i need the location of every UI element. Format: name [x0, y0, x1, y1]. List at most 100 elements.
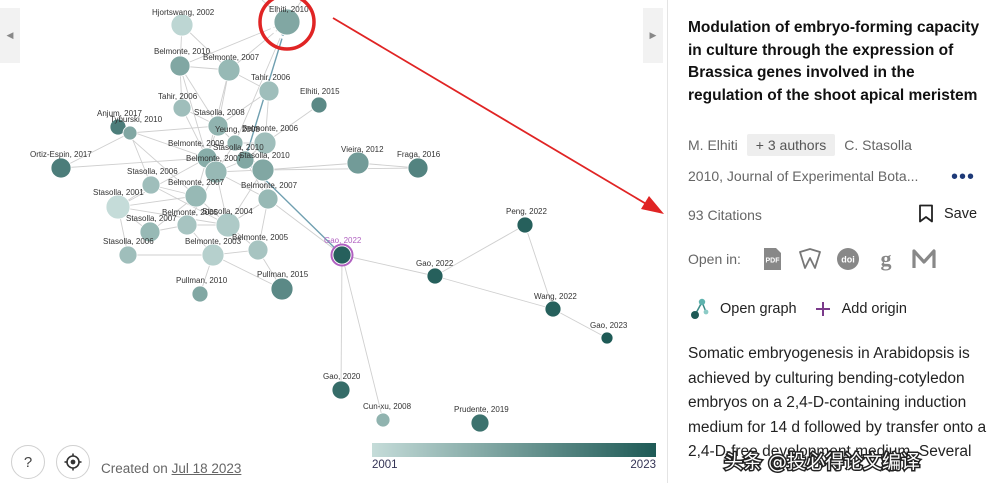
- graph-node-circle[interactable]: [50, 157, 72, 179]
- graph-edge: [524, 224, 554, 310]
- graph-node[interactable]: Stasolla, 2008: [194, 108, 245, 137]
- more-dots-icon[interactable]: •••: [951, 166, 976, 188]
- graph-node[interactable]: Tahir, 2006: [158, 92, 198, 118]
- graph-node-label: Stasolla, 2006: [103, 237, 154, 246]
- graph-node-circle[interactable]: [184, 184, 208, 208]
- graph-node[interactable]: Stasolla, 2010: [239, 151, 290, 182]
- graph-node-circle[interactable]: [235, 150, 255, 170]
- graph-node-circle[interactable]: [375, 412, 391, 428]
- graph-node[interactable]: Stasolla, 2006: [127, 167, 178, 195]
- graph-node-circle[interactable]: [273, 8, 301, 36]
- graph-node-circle[interactable]: [516, 216, 534, 234]
- graph-node[interactable]: Belmonte, 2003: [185, 237, 242, 267]
- graph-node-circle[interactable]: [247, 239, 269, 261]
- graph-node-circle[interactable]: [346, 151, 370, 175]
- graph-node-circle[interactable]: [191, 285, 209, 303]
- graph-node-circle[interactable]: [470, 413, 490, 433]
- graph-node[interactable]: Prudente, 2019: [454, 405, 509, 433]
- graph-node[interactable]: Stasolla, 2004: [202, 207, 253, 238]
- graph-node-circle[interactable]: [176, 214, 198, 236]
- google-scholar-icon[interactable]: g: [867, 246, 905, 272]
- graph-node-circle[interactable]: [253, 131, 277, 155]
- recenter-button[interactable]: [56, 445, 90, 479]
- graph-node-circle[interactable]: [310, 96, 328, 114]
- add-origin-button[interactable]: Add origin: [815, 301, 907, 317]
- graph-node[interactable]: Belmonte, 2006: [242, 124, 299, 155]
- graph-node[interactable]: Yeung, 2008: [215, 125, 260, 152]
- graph-node-circle[interactable]: [172, 98, 192, 118]
- graph-node[interactable]: Belmonte, 2005: [162, 208, 219, 236]
- add-origin-label: Add origin: [841, 301, 907, 317]
- graph-node-circle[interactable]: [118, 245, 138, 265]
- graph-node[interactable]: Cun-xu, 2008: [363, 402, 412, 428]
- graph-node[interactable]: Pullman, 2015: [257, 270, 309, 301]
- graph-node-circle[interactable]: [331, 380, 351, 400]
- graph-node-circle[interactable]: [141, 175, 161, 195]
- graph-node-circle[interactable]: [139, 221, 161, 243]
- graph-node-circle[interactable]: [169, 55, 191, 77]
- graph-node-circle[interactable]: [170, 13, 194, 37]
- graph-node-circle[interactable]: [105, 194, 131, 220]
- save-button[interactable]: Save: [918, 204, 977, 223]
- graph-node-circle[interactable]: [257, 188, 279, 210]
- graph-node[interactable]: Hjortswang, 2002: [152, 8, 215, 37]
- graph-node-circle[interactable]: [207, 115, 229, 137]
- graph-panel[interactable]: Hjortswang, 2002 Elhiti, 2010 Belmonte, 20…: [0, 0, 667, 483]
- graph-node-label: Tahir, 2006: [251, 73, 291, 82]
- graph-node[interactable]: Belmonte, 2005: [232, 233, 289, 261]
- graph-node[interactable]: Belmonte, 2007: [203, 53, 260, 82]
- crosshair-icon: [64, 453, 82, 471]
- graph-node[interactable]: Stasolla, 2006: [103, 237, 154, 265]
- last-author[interactable]: C. Stasolla: [844, 137, 912, 153]
- graph-node-circle[interactable]: [332, 245, 352, 265]
- graph-node[interactable]: Belmonte, 2007: [168, 178, 225, 208]
- graph-node[interactable]: Gao, 2022: [324, 236, 362, 267]
- doi-icon[interactable]: doi: [829, 246, 867, 272]
- more-authors-button[interactable]: + 3 authors: [746, 134, 836, 156]
- help-button[interactable]: ?: [11, 445, 45, 479]
- graph-node[interactable]: Ortiz-Espin, 2017: [30, 150, 92, 179]
- graph-node[interactable]: Gao, 2020: [323, 372, 361, 400]
- graph-node-circle[interactable]: [122, 125, 138, 141]
- graph-node-circle[interactable]: [201, 243, 225, 267]
- graph-node-circle[interactable]: [426, 267, 444, 285]
- graph-node[interactable]: Tyburski, 2010: [110, 115, 163, 141]
- collapse-right-tab[interactable]: ▶: [643, 8, 663, 63]
- graph-node[interactable]: Belmonte, 2007: [186, 154, 243, 184]
- graph-node[interactable]: Pullman, 2010: [176, 276, 228, 303]
- graph-node[interactable]: Elhiti, 2010: [269, 4, 309, 40]
- graph-node-circle[interactable]: [215, 212, 241, 238]
- graph-node[interactable]: Tahir, 2006: [251, 73, 291, 102]
- graph-node[interactable]: Vieira, 2012: [341, 145, 384, 175]
- graph-node-circle[interactable]: [258, 80, 280, 102]
- created-date-link[interactable]: Jul 18 2023: [171, 461, 242, 476]
- graph-edge: [234, 21, 288, 144]
- graph-node[interactable]: Elhiti, 2015: [300, 87, 340, 114]
- graph-node-circle[interactable]: [544, 300, 562, 318]
- graph-node[interactable]: Gao, 2023: [590, 321, 628, 345]
- graph-nodes[interactable]: Hjortswang, 2002 Elhiti, 2010 Belmonte, 20…: [30, 4, 628, 433]
- graph-node-circle[interactable]: [270, 277, 294, 301]
- collapse-left-tab[interactable]: ◀: [0, 8, 20, 63]
- graph-node[interactable]: Wang, 2022: [534, 292, 577, 318]
- graph-node[interactable]: Peng, 2022: [506, 207, 547, 234]
- open-graph-button[interactable]: Open graph: [688, 297, 797, 321]
- graph-node[interactable]: Belmonte, 2007: [241, 181, 298, 210]
- graph-node-circle[interactable]: [204, 160, 228, 184]
- graph-node[interactable]: Stasolla, 2010: [213, 143, 264, 170]
- graph-node[interactable]: Belmonte, 2010: [154, 47, 211, 77]
- first-author[interactable]: M. Elhiti: [688, 137, 738, 153]
- graph-node[interactable]: Stasolla, 2007: [126, 214, 177, 243]
- graph-node-circle[interactable]: [217, 58, 241, 82]
- pdf-icon[interactable]: PDF: [753, 246, 791, 272]
- graph-node[interactable]: Fraga, 2016: [397, 150, 441, 179]
- graph-node-circle[interactable]: [600, 331, 614, 345]
- mendeley-icon[interactable]: [905, 246, 943, 272]
- graph-node-circle[interactable]: [251, 158, 275, 182]
- graph-node[interactable]: Gao, 2022: [416, 259, 454, 285]
- graph-node[interactable]: Stasolla, 2001: [93, 188, 144, 220]
- graph-node-circle[interactable]: [226, 134, 244, 152]
- publisher-icon[interactable]: [791, 246, 829, 272]
- graph-node-circle[interactable]: [407, 157, 429, 179]
- citation-graph[interactable]: Hjortswang, 2002 Elhiti, 2010 Belmonte, 20…: [0, 0, 667, 483]
